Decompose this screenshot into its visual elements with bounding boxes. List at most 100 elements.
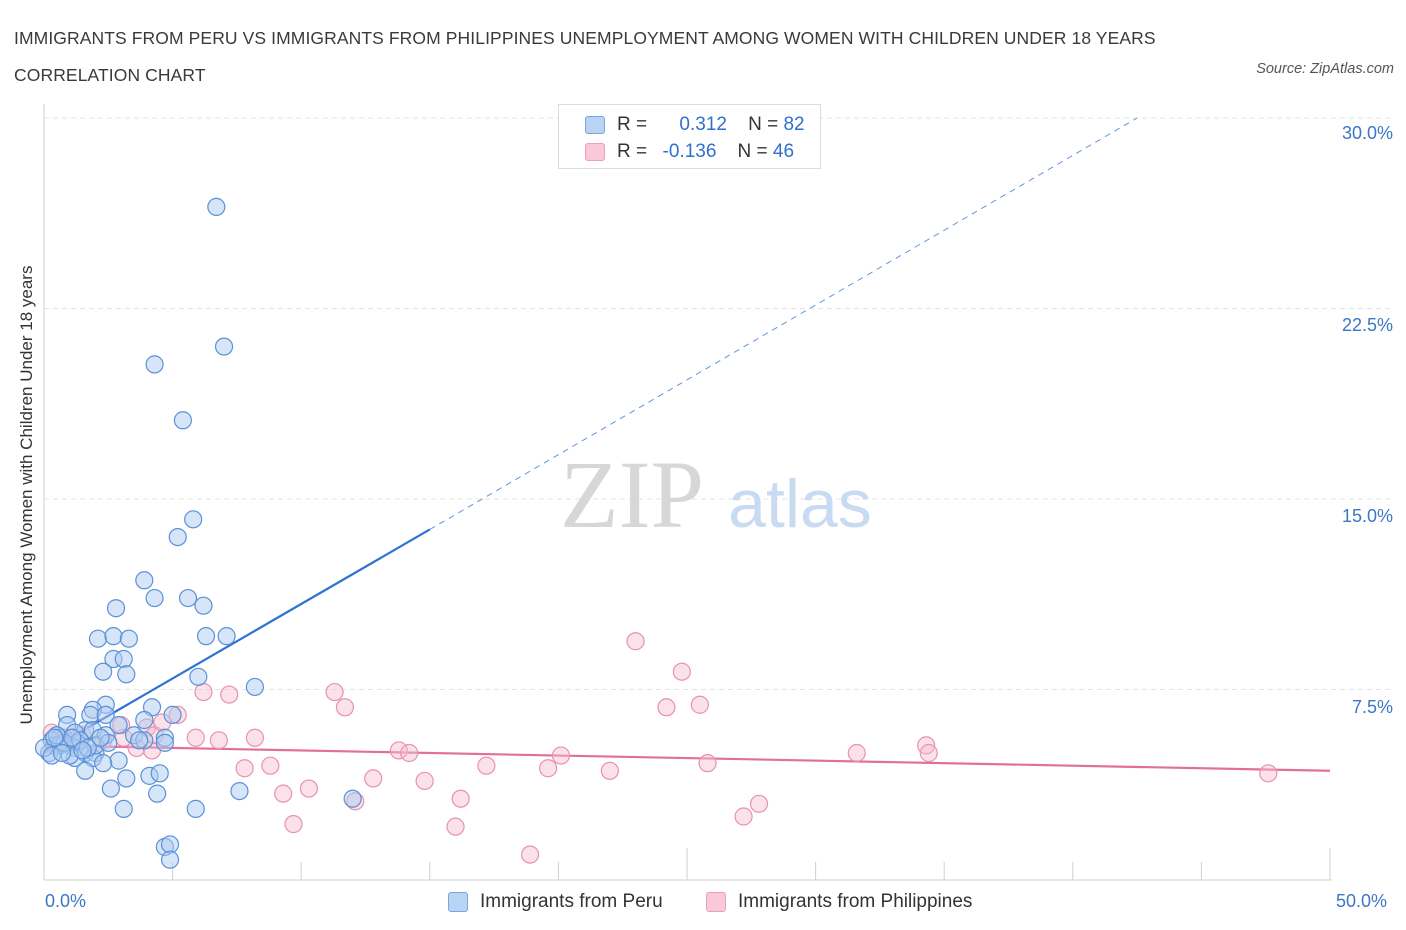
- peru-point: [91, 728, 110, 747]
- philippines-point: [400, 743, 419, 763]
- philippines-point: [451, 789, 470, 808]
- r-value: 0.312: [679, 114, 727, 135]
- legend-label-philippines: Immigrants from Philippines: [738, 891, 973, 912]
- n-value: 46: [772, 141, 795, 162]
- n-value: 82: [783, 114, 805, 135]
- philippines-point: [299, 779, 319, 798]
- peru-point: [96, 705, 115, 725]
- r-value: -0.136: [662, 141, 717, 162]
- peru-point: [194, 596, 213, 615]
- peru-point: [81, 705, 100, 725]
- peru-point: [114, 799, 133, 818]
- philippines-point: [261, 756, 280, 775]
- philippines-trend-line: [43, 744, 1331, 772]
- peru-point: [145, 588, 164, 608]
- philippines-point: [749, 794, 769, 813]
- stats-row-philippines: R = -0.136 N = 46: [585, 140, 794, 164]
- philippines-point: [284, 815, 303, 834]
- peru-point: [150, 764, 169, 783]
- peru-point: [145, 355, 164, 374]
- peru-point: [245, 677, 265, 697]
- peru-point: [63, 728, 82, 747]
- peru-point: [207, 197, 226, 216]
- philippines-point: [209, 731, 228, 750]
- peru-point: [217, 627, 236, 646]
- philippines-point: [698, 754, 717, 773]
- peru-point: [109, 715, 128, 735]
- legend-item-philippines: Immigrants from Philippines: [706, 889, 972, 915]
- philippines-point: [245, 728, 265, 747]
- y-tick-label: 15.0%: [1341, 506, 1393, 526]
- peru-point: [160, 850, 180, 869]
- peru-point: [109, 751, 128, 770]
- philippines-point: [690, 695, 709, 714]
- peru-point: [196, 627, 216, 646]
- peru-legend-swatch: [448, 892, 468, 912]
- philippines-point: [521, 845, 540, 864]
- n-label: N =: [748, 114, 779, 135]
- peru-point: [130, 731, 149, 750]
- philippines-point: [194, 682, 213, 702]
- y-tick-label: 7.5%: [1351, 697, 1393, 717]
- r-label: R =: [617, 141, 648, 162]
- philippines-point: [551, 746, 571, 765]
- peru-point: [155, 733, 174, 752]
- x-tick-label: 0.0%: [45, 891, 87, 911]
- legend-label-peru: Immigrants from Peru: [480, 891, 663, 912]
- stats-row-peru: R = 0.312 N = 82: [585, 113, 805, 137]
- gridlines: [44, 117, 1392, 690]
- peru-point: [52, 743, 72, 763]
- chart-title: IMMIGRANTS FROM PERU VS IMMIGRANTS FROM …: [14, 28, 1156, 85]
- stats-legend: R = 0.312 N = 82 R = -0.136 N = 46: [558, 104, 821, 169]
- peru-point: [101, 779, 120, 798]
- r-label: R =: [617, 114, 648, 135]
- watermark: ZIP atlas: [560, 441, 872, 548]
- philippines-point: [657, 698, 676, 717]
- philippines-point: [734, 807, 753, 826]
- philippines-point: [626, 632, 645, 651]
- peru-point: [94, 662, 113, 681]
- philippines-point: [364, 769, 383, 788]
- peru-point: [214, 337, 234, 356]
- peru-point: [148, 784, 167, 803]
- peru-point: [117, 769, 136, 788]
- peru-point: [178, 588, 198, 608]
- source-label: Source: ZipAtlas.com: [1256, 61, 1394, 77]
- peru-point: [163, 705, 182, 725]
- y-axis-label: Unemployment Among Women with Children U…: [17, 265, 36, 725]
- peru-point: [160, 835, 180, 854]
- n-label: N =: [737, 141, 768, 162]
- x-tick-label: 50.0%: [1336, 891, 1388, 911]
- peru-point: [88, 629, 108, 648]
- philippines-point: [919, 743, 938, 763]
- philippines-point: [186, 728, 205, 747]
- philippines-point: [446, 817, 465, 836]
- philippines-point: [235, 759, 254, 778]
- peru-point: [189, 667, 208, 686]
- peru-point: [106, 599, 126, 618]
- peru-point: [117, 665, 136, 684]
- philippines-point: [539, 759, 558, 778]
- peru-point: [45, 728, 64, 747]
- peru-point: [76, 761, 95, 780]
- peru-point: [186, 799, 205, 818]
- philippines-point: [325, 682, 344, 702]
- peru-point: [343, 789, 362, 808]
- philippines-point: [335, 698, 355, 717]
- philippines-point: [672, 662, 691, 681]
- philippines-point: [477, 756, 496, 775]
- peru-point: [184, 510, 203, 529]
- peru-trend-extension: [429, 117, 1138, 530]
- philippines-point: [600, 761, 619, 780]
- philippines-point: [415, 771, 434, 791]
- peru-point: [173, 411, 192, 430]
- watermark-atlas: atlas: [728, 466, 872, 542]
- peru-point: [119, 629, 138, 648]
- series-peru: [34, 197, 362, 869]
- peru-point: [230, 781, 249, 801]
- y-tick-label: 22.5%: [1341, 315, 1393, 335]
- y-tick-label: 30.0%: [1341, 123, 1393, 143]
- philippines-point: [847, 743, 866, 763]
- philippines-point: [1259, 764, 1278, 783]
